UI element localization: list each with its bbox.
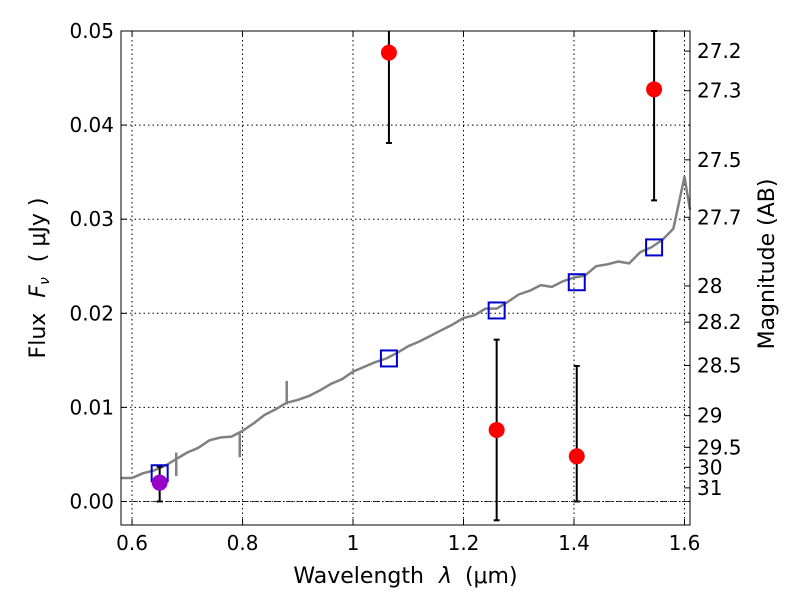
y-tick-label: 0.04 — [69, 113, 114, 137]
y-tick-label: 0.01 — [69, 395, 114, 419]
detected-point — [151, 474, 168, 491]
points-layer — [151, 44, 663, 491]
y-axis-label: Flux Fν ( μJy ) — [26, 198, 55, 359]
x-tick-label: 1 — [347, 531, 360, 555]
y2-tick-label: 29.5 — [697, 435, 742, 459]
plot-frame — [120, 30, 691, 526]
y2-tick-label: 28.2 — [697, 310, 742, 334]
observed-point — [568, 448, 585, 465]
observed-point — [380, 44, 397, 61]
x-tick-label: 1.4 — [558, 531, 590, 555]
y2-tick-label: 28 — [697, 274, 722, 298]
grid-layer — [121, 30, 690, 525]
y-ticks: 0.00 0.01 0.02 0.03 0.04 0.05 — [69, 19, 127, 513]
model-square — [567, 273, 586, 292]
x-tick-label: 0.6 — [116, 531, 148, 555]
spectrum-layer — [121, 175, 692, 480]
x-ticks: 0.6 0.8 1 1.2 1.4 1.6 — [116, 31, 700, 555]
model-square — [487, 301, 506, 320]
y-tick-label: 0.03 — [69, 207, 114, 231]
y2-tick-label: 27.2 — [697, 39, 742, 63]
x-tick-label: 1.6 — [669, 531, 701, 555]
x-axis-label: Wavelength λ (μm) — [293, 564, 517, 589]
observed-point — [488, 421, 505, 438]
y2-tick-label: 27.7 — [697, 205, 742, 229]
y2-axis-label: Magnitude (AB) — [755, 179, 780, 350]
observed-point — [646, 81, 663, 98]
y2-tick-label: 27.5 — [697, 148, 742, 172]
x-tick-label: 1.2 — [448, 531, 480, 555]
y2-tick-label: 30 — [697, 455, 722, 479]
y2-tick-label: 28.5 — [697, 353, 742, 377]
y2-tick-label: 27.3 — [697, 79, 742, 103]
model-square — [379, 349, 398, 368]
x-tick-label: 0.8 — [227, 531, 259, 555]
model-square — [645, 238, 664, 257]
y-tick-label: 0.02 — [69, 301, 114, 325]
spectrum-line — [121, 175, 692, 480]
y-tick-label: 0.00 — [69, 489, 114, 513]
y-tick-label: 0.05 — [69, 19, 114, 43]
y2-tick-label: 31 — [697, 476, 722, 500]
model-squares-layer — [150, 238, 664, 483]
y2-tick-label: 29 — [697, 404, 722, 428]
